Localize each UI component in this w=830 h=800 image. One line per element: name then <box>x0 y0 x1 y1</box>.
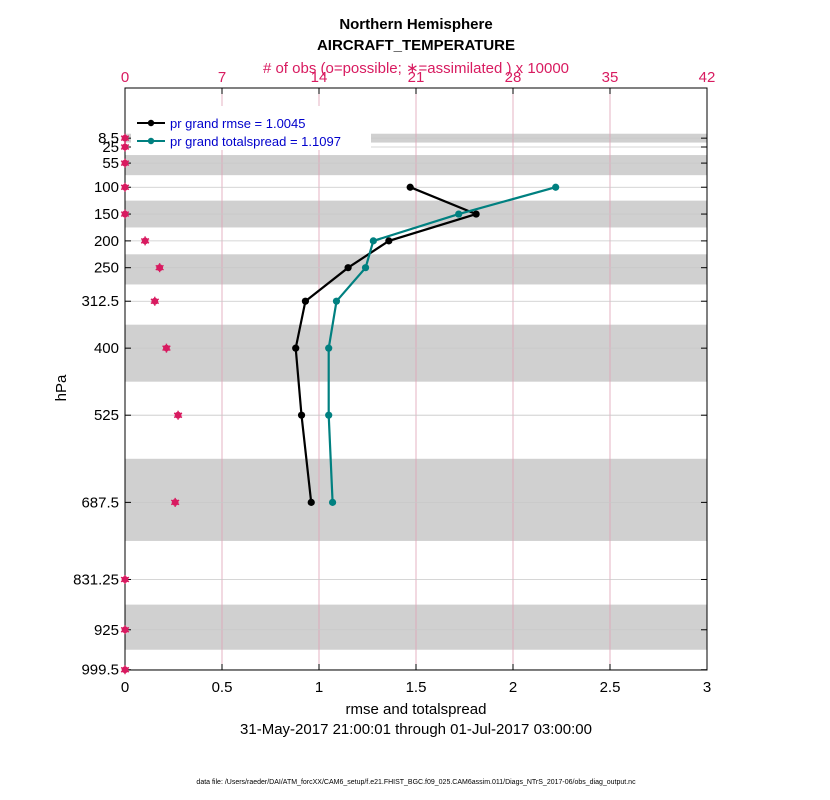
date-range: 31-May-2017 21:00:01 through 01-Jul-2017… <box>240 721 592 738</box>
series-point-0 <box>292 344 300 352</box>
top-axis-label: # of obs (o=possible; ∗=assimilated ) x … <box>263 60 569 77</box>
obs-assimilated-marker <box>155 263 164 273</box>
y-tick-label: 925 <box>94 622 119 639</box>
top-tick-label: 0 <box>121 69 129 86</box>
x-tick-label: 2.5 <box>600 679 621 696</box>
y-tick-label: 999.5 <box>81 662 119 679</box>
y-tick-label: 250 <box>94 260 119 277</box>
x-tick-label: 3 <box>703 679 711 696</box>
y-tick-label: 400 <box>94 340 119 357</box>
obs-assimilated-marker <box>173 410 183 420</box>
y-tick-label: 55 <box>102 155 119 172</box>
series-point-1 <box>332 297 341 305</box>
y-tick-label: 8.5 <box>98 130 119 147</box>
y-tick-label: 312.5 <box>81 293 119 310</box>
series-point-0 <box>344 264 352 272</box>
x-tick-label: 0 <box>121 679 129 696</box>
x-tick-label: 0.5 <box>212 679 233 696</box>
x-tick-label: 1 <box>315 679 323 696</box>
chart-title: Northern Hemisphere <box>339 16 492 33</box>
series-point-0 <box>297 411 306 419</box>
obs-assimilated-marker <box>120 158 130 168</box>
y-tick-label: 25 <box>102 139 119 156</box>
y-tick-label: 200 <box>94 233 119 250</box>
series-point-1 <box>455 210 463 218</box>
series-point-1 <box>361 264 370 272</box>
series-line-1 <box>327 186 556 503</box>
top-tick-label: 35 <box>602 69 619 86</box>
series-point-0 <box>385 237 393 245</box>
chart-subtitle: AIRCRAFT_TEMPERATURE <box>317 37 515 54</box>
legend-marker-spread <box>147 137 155 145</box>
obs-assimilated-marker <box>120 665 130 675</box>
y-tick-label: 150 <box>94 206 119 223</box>
obs-assimilated-marker <box>170 497 180 507</box>
series-point-0 <box>307 498 315 506</box>
legend-label-rmse: pr grand rmse = 1.0045 <box>170 116 306 131</box>
series-point-0 <box>301 297 310 305</box>
obs-assimilated-marker <box>140 236 150 246</box>
footer-data-file: data file: /Users/raeder/DAI/ATM_forcXX/… <box>196 779 636 786</box>
series-point-1 <box>328 498 337 506</box>
x-tick-label: 1.5 <box>406 679 427 696</box>
obs-assimilated-marker <box>120 574 130 584</box>
y-tick-label: 525 <box>94 407 119 424</box>
obs-assimilated-marker <box>162 343 171 353</box>
obs-assimilated-marker <box>120 133 130 143</box>
series-layer <box>292 183 560 506</box>
series-point-1 <box>552 183 560 191</box>
x-axis-label: rmse and totalspread <box>346 701 487 718</box>
axis-ticks: 0 7 14 21 28 35 428.52555100150200250312.54005… <box>73 69 715 696</box>
series-point-1 <box>325 411 333 419</box>
top-tick-label: 28 <box>505 69 522 86</box>
series-point-1 <box>369 237 377 245</box>
series-point-1 <box>325 344 333 352</box>
obs-assimilated-marker <box>120 142 130 152</box>
legend-marker-rmse <box>147 119 155 127</box>
obs-assimilated-marker <box>120 625 130 635</box>
y-axis-label: hPa <box>53 374 70 401</box>
y-tick-label: 687.5 <box>81 494 119 511</box>
top-tick-label: 7 <box>218 69 226 86</box>
series-line-0 <box>294 186 480 503</box>
top-tick-label: 14 <box>311 69 328 86</box>
top-tick-label: 42 <box>699 69 716 86</box>
obs-layer <box>120 133 183 675</box>
legend: pr grand rmse = 1.0045 pr grand totalspr… <box>131 106 371 150</box>
x-tick-label: 2 <box>509 679 517 696</box>
obs-assimilated-marker <box>150 296 160 306</box>
obs-assimilated-marker <box>120 182 130 192</box>
grid-lines <box>125 88 707 671</box>
series-point-0 <box>406 183 414 191</box>
y-tick-label: 100 <box>94 179 119 196</box>
legend-box <box>131 106 371 150</box>
legend-label-spread: pr grand totalspread = 1.1097 <box>170 134 341 149</box>
top-tick-label: 21 <box>408 69 425 86</box>
y-tick-label: 831.25 <box>73 571 119 588</box>
obs-assimilated-marker <box>120 209 130 219</box>
series-point-0 <box>472 210 480 218</box>
